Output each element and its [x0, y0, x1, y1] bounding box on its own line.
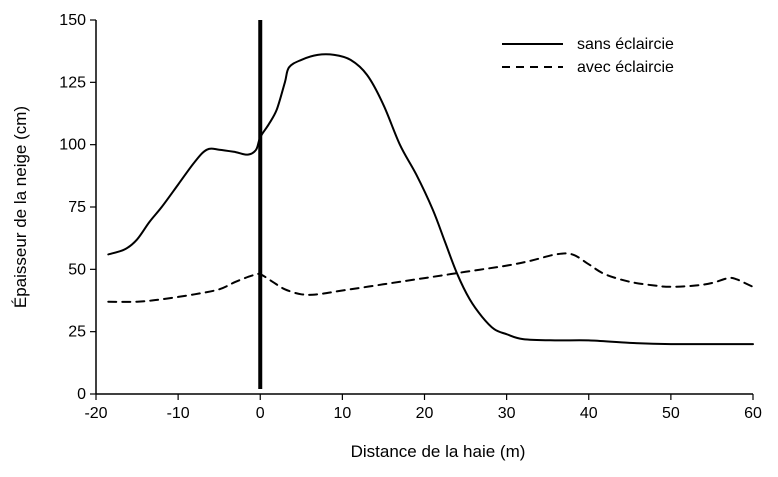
y-tick-label: 150: [59, 12, 86, 29]
series-line-avec-eclaircie: [107, 252, 754, 303]
x-tick-label: 40: [580, 405, 598, 422]
x-tick-label: 50: [662, 405, 680, 422]
x-tick-label: 60: [744, 405, 762, 422]
y-tick-label: 100: [59, 137, 86, 154]
y-axis: 0 25 50 75 100 125 150: [59, 12, 97, 403]
legend: sans éclaircie avec éclaircie: [502, 36, 674, 76]
x-tick-label: -20: [84, 405, 107, 422]
series-line-sans-eclaircie: [107, 53, 754, 346]
x-axis-title: Distance de la haie (m): [351, 442, 526, 461]
y-tick-label: 25: [68, 324, 86, 341]
x-tick-label: 0: [256, 405, 265, 422]
legend-label-avec-eclaircie: avec éclaircie: [577, 59, 674, 76]
x-tick-label: 30: [498, 405, 516, 422]
x-tick-label: 20: [416, 405, 434, 422]
y-axis-title: Épaisseur de la neige (cm): [11, 106, 30, 308]
y-tick-label: 75: [68, 199, 86, 216]
y-tick-label: 125: [59, 74, 86, 91]
y-tick-label: 0: [77, 386, 86, 403]
y-tick-label: 50: [68, 261, 86, 278]
legend-label-sans-eclaircie: sans éclaircie: [577, 36, 674, 53]
x-tick-label: -10: [167, 405, 190, 422]
x-tick-label: 10: [333, 405, 351, 422]
plot-area: [107, 20, 754, 390]
x-axis: -20 -10 0 10 20 30 40 50 60: [84, 393, 762, 422]
